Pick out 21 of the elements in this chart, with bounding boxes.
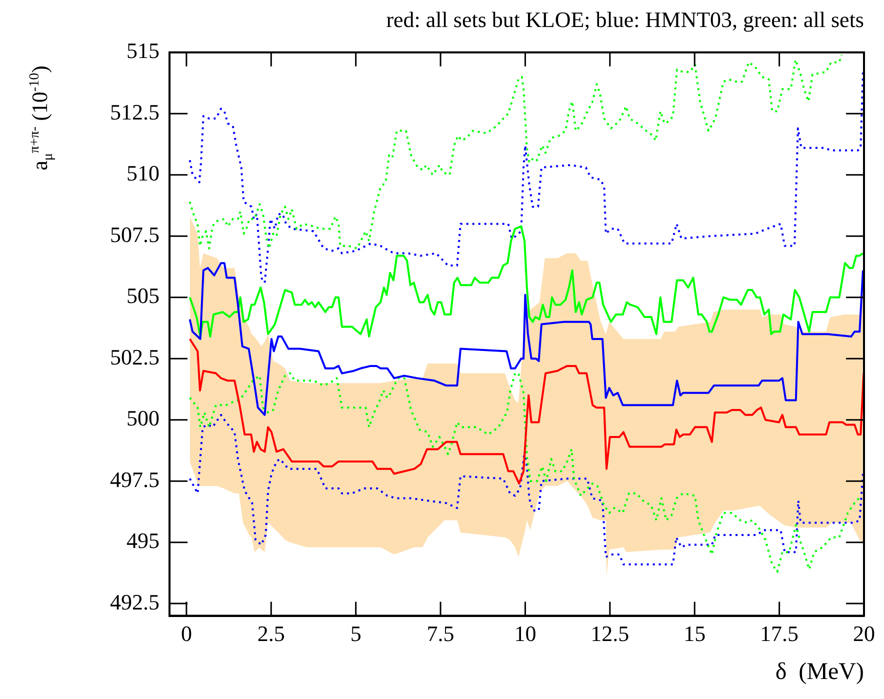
x-tick-label: 10 — [514, 620, 536, 646]
y-tick-label: 512.5 — [110, 99, 160, 124]
y-tick-label: 515 — [126, 38, 160, 64]
y-tick-label: 507.5 — [110, 222, 160, 247]
x-tick-label: 17.5 — [760, 620, 799, 646]
y-tick-label: 495 — [126, 528, 160, 554]
x-tick-label: 20 — [853, 620, 875, 646]
y-tick-label: 510 — [126, 160, 160, 186]
chart-title: red: all sets but KLOE; blue: HMNT03, green: all sets — [386, 6, 864, 32]
y-tick-label: 492.5 — [110, 589, 160, 614]
y-tick-label: 500 — [126, 406, 160, 431]
x-tick-label: 2.5 — [257, 620, 285, 646]
x-tick-label: 0 — [180, 620, 192, 646]
x-tick-label: 5 — [350, 620, 362, 646]
y-tick-label: 497.5 — [110, 466, 160, 492]
x-tick-label: 15 — [684, 620, 706, 646]
y-tick-label: 505 — [126, 283, 160, 308]
x-axis-title: δ (MeV) — [775, 658, 864, 685]
x-tick-label: 7.5 — [426, 620, 454, 646]
x-tick-label: 12.5 — [590, 620, 630, 646]
y-tick-label: 502.5 — [110, 344, 160, 370]
